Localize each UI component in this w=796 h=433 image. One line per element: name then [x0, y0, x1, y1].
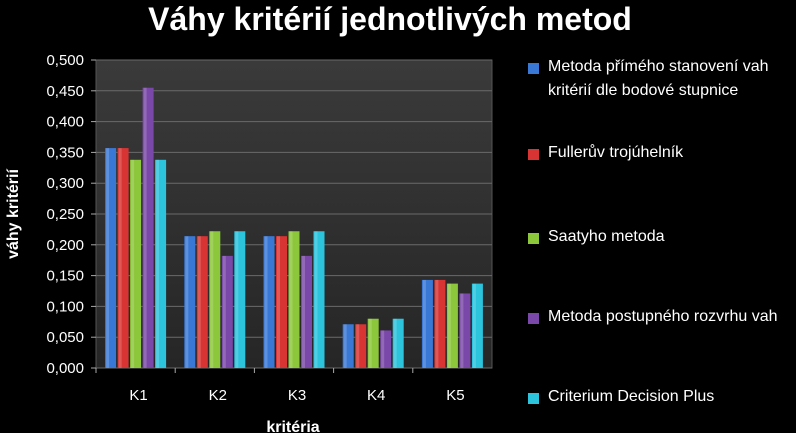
bar-highlight — [343, 324, 347, 368]
y-tick-label: 0,400 — [46, 114, 84, 131]
bar-highlight — [314, 231, 318, 368]
bar — [288, 231, 300, 368]
x-tick-label: K1 — [129, 387, 147, 404]
bar — [155, 159, 167, 368]
bar — [209, 231, 221, 368]
legend-item: Metoda postupného rozvrhu vah — [528, 308, 796, 329]
bar-highlight — [210, 231, 214, 368]
bar-highlight — [235, 231, 239, 368]
bar-highlight — [264, 236, 268, 368]
x-tick-label: K2 — [209, 387, 227, 404]
y-axis-label: váhy kritérií — [5, 169, 22, 259]
legend-swatch — [528, 149, 539, 160]
bar — [221, 255, 233, 368]
bar — [342, 324, 354, 368]
legend-swatch — [528, 313, 539, 324]
bar — [276, 236, 287, 368]
bar-highlight — [393, 318, 397, 368]
bar — [184, 236, 196, 368]
x-tick-label: K3 — [288, 387, 306, 404]
bar — [234, 231, 246, 368]
legend-swatch — [528, 63, 539, 74]
y-tick-label: 0,250 — [46, 206, 84, 223]
bar-highlight — [131, 159, 135, 368]
bar-highlight — [460, 293, 464, 368]
bar — [421, 279, 433, 368]
bar — [117, 148, 129, 368]
bar-highlight — [185, 236, 189, 368]
bar-highlight — [156, 159, 160, 368]
legend-item: Metoda přímého stanovení vah kritérií dl… — [528, 58, 796, 103]
legend-label: Saatyho metoda — [548, 228, 665, 245]
x-axis-label: kritéria — [266, 419, 319, 433]
bar-highlight — [197, 236, 201, 368]
bar — [471, 283, 483, 368]
legend-item: Criterium Decision Plus — [528, 388, 796, 409]
bar-highlight — [356, 324, 360, 368]
x-tick-label: K4 — [367, 387, 385, 404]
x-axis-ticks: K1 K2 K3 K4 K5 — [95, 368, 465, 404]
bar-highlight — [422, 279, 426, 368]
bar-highlight — [106, 148, 110, 368]
bar-highlight — [302, 255, 305, 368]
bar — [392, 318, 404, 368]
bar-highlight — [277, 236, 280, 368]
y-tick-label: 0,500 — [46, 52, 84, 69]
legend-item: Saatyho metoda — [528, 228, 796, 249]
y-tick-label: 0,100 — [46, 298, 84, 315]
y-tick-label: 0,450 — [46, 83, 84, 100]
legend-item: Fullerův trojúhelník — [528, 144, 796, 165]
x-tick-label: K5 — [446, 387, 464, 404]
bar — [301, 255, 312, 368]
legend-label: Metoda postupného rozvrhu vah — [548, 308, 778, 325]
bar — [263, 236, 275, 368]
bar-highlight — [222, 255, 226, 368]
bar — [355, 324, 367, 368]
bar — [459, 293, 471, 368]
legend-label: Criterium Decision Plus — [548, 388, 715, 405]
y-tick-label: 0,350 — [46, 144, 84, 161]
bar-highlight — [368, 318, 372, 368]
legend-swatch — [528, 393, 539, 404]
bar — [313, 231, 325, 368]
bar — [380, 330, 392, 368]
bar-highlight — [381, 330, 385, 368]
bar-highlight — [118, 148, 122, 368]
bar — [105, 148, 117, 368]
y-tick-label: 0,200 — [46, 237, 84, 254]
bar-highlight — [289, 231, 293, 368]
chart-title: Váhy kritérií jednotlivých metod — [148, 1, 632, 37]
y-axis-ticks: 0,000 0,050 0,100 0,150 0,200 0,250 0,300 0,350… — [46, 52, 96, 377]
legend-label: Metoda přímého stanovení vah kritérií dl… — [548, 58, 769, 99]
bar — [130, 159, 142, 368]
bars — [105, 87, 483, 368]
bar-highlight — [143, 87, 147, 368]
y-tick-label: 0,150 — [46, 268, 84, 285]
bar — [434, 279, 446, 368]
y-tick-label: 0,000 — [46, 360, 84, 377]
bar-highlight — [435, 279, 439, 368]
y-tick-label: 0,050 — [46, 329, 84, 346]
bar — [367, 318, 379, 368]
bar — [142, 87, 154, 368]
legend-swatch — [528, 233, 539, 244]
bar — [196, 236, 208, 368]
legend-label: Fullerův trojúhelník — [548, 144, 684, 161]
y-tick-label: 0,300 — [46, 175, 84, 192]
bar — [446, 283, 458, 368]
bar-highlight — [472, 283, 476, 368]
bar-highlight — [447, 283, 451, 368]
